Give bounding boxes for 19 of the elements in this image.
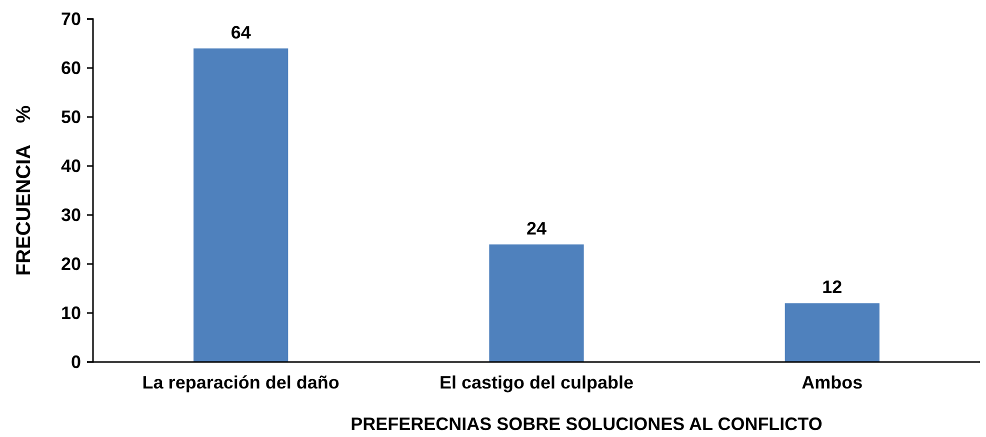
bar (194, 48, 288, 362)
bar (784, 303, 880, 362)
data-label: 64 (230, 22, 251, 42)
y-tick-label: 0 (70, 352, 81, 372)
y-tick-label: 50 (60, 106, 81, 127)
data-label: 24 (526, 218, 547, 238)
x-tick-label: La reparación del daño (142, 372, 340, 392)
y-tick-label: 60 (60, 58, 81, 78)
x-tick-label: Ambos (802, 372, 863, 392)
y-tick-label: 10 (60, 302, 81, 323)
y-axis-title: FRECUENCIA % (13, 105, 35, 276)
bar (489, 244, 584, 362)
data-label: 12 (822, 277, 842, 298)
x-axis-title: PREFERECNIAS SOBRE SOLUCIONES AL CONFLICTO (350, 414, 822, 434)
y-tick-label: 40 (60, 156, 81, 176)
y-tick-label: 30 (60, 204, 81, 225)
y-tick-label: 70 (60, 8, 81, 29)
y-tick-label: 20 (60, 254, 81, 274)
x-tick-label: El castigo del culpable (439, 372, 634, 392)
